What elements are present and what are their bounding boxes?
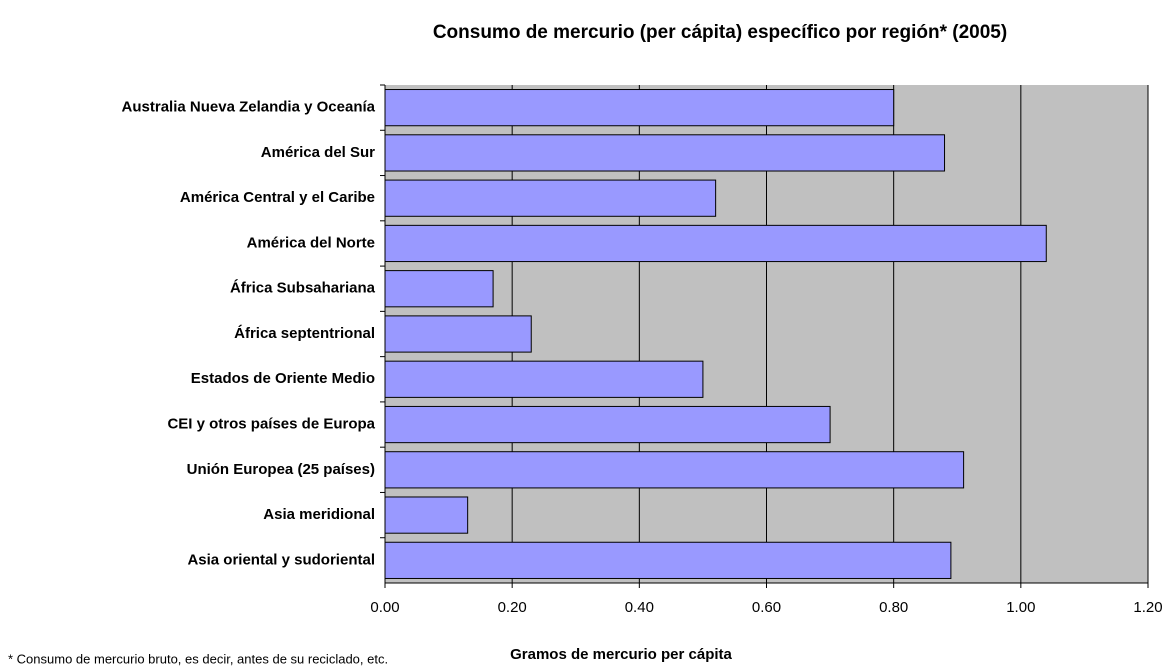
x-tick-label: 0.80 [879,599,908,616]
x-tick-label: 1.00 [1006,599,1035,616]
y-tick-label: África septentrional [234,325,375,342]
bar [384,315,532,353]
y-tick-label: Estados de Oriente Medio [191,370,375,387]
x-tick-label: 0.60 [752,599,781,616]
bar [384,451,965,489]
bar [384,134,946,172]
bar [384,224,1047,263]
chart-title: Consumo de mercurio (per cápita) específ… [433,22,1007,43]
x-tick-label: 1.20 [1133,599,1162,616]
x-tick-label: 0.20 [498,599,527,616]
x-tick-label: 0.00 [370,599,399,616]
y-tick-label: CEI y otros países de Europa [167,416,375,433]
bar [384,270,494,308]
y-tick-label: América del Sur [261,144,375,161]
bar [384,179,717,217]
bar [384,360,704,398]
bar [384,496,469,534]
y-tick-label: América Central y el Caribe [180,189,375,206]
y-tick-label: Asia meridional [263,506,375,523]
bar [384,405,831,444]
y-tick-label: Australia Nueva Zelandia y Oceanía [122,99,376,116]
y-tick-label: Asia oriental y sudoriental [187,551,375,568]
bar [384,541,952,579]
y-tick-label: América del Norte [247,234,375,251]
x-axis-label: Gramos de mercurio per cápita [510,646,732,663]
bar [384,89,895,127]
x-tick-label: 0.40 [625,599,654,616]
footnote: * Consumo de mercurio bruto, es decir, a… [8,651,388,666]
y-tick-label: África Subsahariana [230,280,376,297]
y-tick-label: Unión Europea (25 países) [187,461,375,478]
